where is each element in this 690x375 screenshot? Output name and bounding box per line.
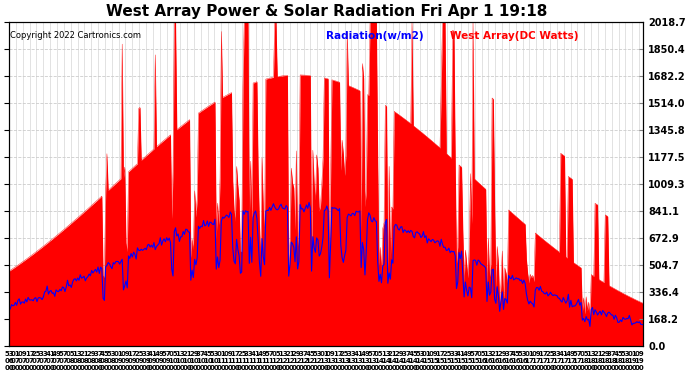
Title: West Array Power & Solar Radiation Fri Apr 1 19:18: West Array Power & Solar Radiation Fri A… [106, 4, 547, 19]
Text: West Array(DC Watts): West Array(DC Watts) [450, 32, 578, 42]
Text: Radiation(w/m2): Radiation(w/m2) [326, 32, 424, 42]
Text: Copyright 2022 Cartronics.com: Copyright 2022 Cartronics.com [10, 32, 141, 40]
